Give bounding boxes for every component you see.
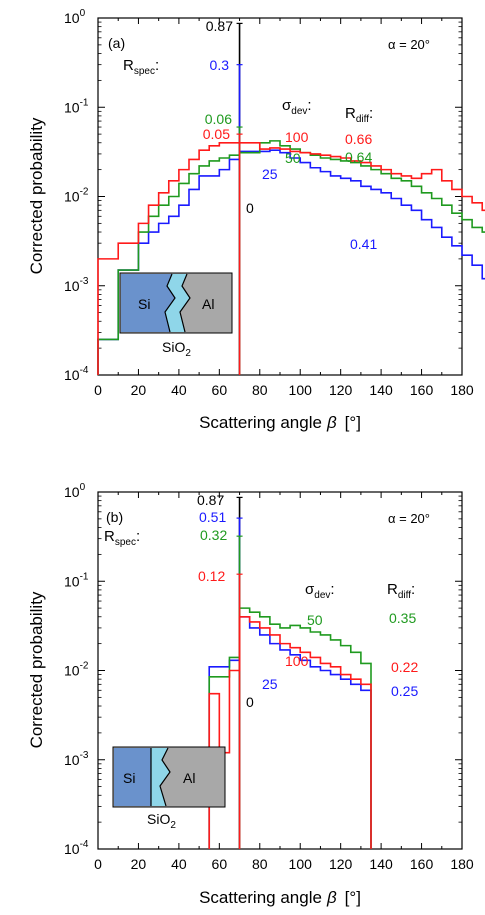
panel-a-sigma-50: 50 [285, 150, 301, 166]
panel-a-x-tick-label: 0 [94, 382, 102, 398]
panel-a-y-tick-label: 100 [64, 8, 86, 26]
panel-b-y-tick-label: 10-3 [64, 750, 89, 768]
inset-si-region [114, 748, 151, 806]
panel-a-y-tick-label: 10-2 [64, 187, 89, 205]
panel-b-rdiff-label: Rdiff: [387, 581, 415, 601]
inset-si-label: Si [123, 770, 135, 786]
panel-b-rspec-0: 0.87 [197, 492, 224, 508]
panel-b-inset: Si Al SiO2 [112, 746, 226, 831]
panel-b-y-tick-label: 10-1 [64, 571, 89, 589]
panel-a-sigma-100: 100 [285, 129, 309, 145]
panel-b-series-25-line [208, 615, 372, 849]
panel-a-x-tick-label: 40 [171, 382, 187, 398]
panel-a-axes: 0 20 40 60 80 100 120 140 160 180 10-4 10-3 10-2 10-1… [64, 8, 474, 398]
inset-interface-lines [150, 747, 171, 807]
panel-a-x-tick-label: 120 [329, 382, 353, 398]
panel-b-sigma-25: 25 [262, 676, 278, 692]
panel-a-sigma-0: 0 [246, 200, 254, 216]
inset-frame [119, 272, 233, 334]
panel-a-rspec-100: 0.05 [203, 126, 230, 142]
panel-b-rspec-50: 0.32 [200, 527, 227, 543]
inset-sio2-layer [151, 748, 170, 806]
panel-a-rdiff-25: 0.41 [350, 236, 377, 252]
inset-al-label: Al [202, 296, 214, 312]
panel-b-x-tick-label: 60 [212, 856, 228, 872]
panel-a-x-tick-label: 60 [212, 382, 228, 398]
panel-a-series-100-line [97, 141, 485, 375]
panel-a-y-axis-title: Corrected probability [27, 117, 46, 274]
panel-b-sigma-label: σdev: [305, 581, 335, 601]
panel-b-y-tick-label: 10-4 [64, 839, 89, 857]
panel-b-x-tick-label: 120 [329, 856, 353, 872]
panel-a-rdiff-label: Rdiff: [345, 105, 373, 125]
panel-b-label: (b) [106, 509, 123, 525]
panel-a-rspec-50: 0.06 [205, 111, 232, 127]
panel-a-x-tick-label: 100 [289, 382, 313, 398]
panel-b-y-tick-label: 10-2 [64, 661, 89, 679]
inset-frame [112, 746, 226, 808]
inset-sio2-label: SiO2 [162, 339, 191, 359]
panel-a-inset: Si Al SiO2 [119, 272, 233, 359]
panel-a-x-tick-label: 140 [369, 382, 393, 398]
panel-a-y-tick-label: 10-3 [64, 276, 89, 294]
panel-b-x-tick-label: 80 [252, 856, 268, 872]
panel-b-x-tick-label: 40 [171, 856, 187, 872]
inset-sio2-layer [165, 274, 190, 332]
panel-b-sigma-0: 0 [246, 694, 254, 710]
panel-b-x-tick-label: 140 [369, 856, 393, 872]
panel-a-y-tick-label: 10-4 [64, 365, 89, 383]
panel-a-x-tick-label: 160 [410, 382, 434, 398]
panel-b: 0 20 40 60 80 100 120 140 160 180 10-4 10-3 10-2 10-1… [27, 482, 474, 907]
panel-b-rdiff-25: 0.25 [391, 683, 418, 699]
panel-a-x-tick-label: 180 [450, 382, 474, 398]
inset-al-label: Al [183, 770, 195, 786]
panel-a-x-axis-title: Scattering angle β [°] [199, 413, 361, 432]
panel-a-rspec-0: 0.87 [206, 18, 233, 34]
panel-a-series-50-line [97, 140, 485, 375]
panel-b-rspec-25: 0.51 [199, 509, 226, 525]
panel-a: 0 20 40 60 80 100 120 140 160 180 10-4 10-3 10-2 10-1… [27, 8, 485, 432]
panel-b-series-100-line [208, 615, 372, 849]
panel-b-x-tick-label: 100 [289, 856, 313, 872]
panel-a-label: (a) [108, 35, 125, 51]
panel-b-sigma-50: 50 [307, 612, 323, 628]
panel-b-sigma-100: 100 [285, 653, 309, 669]
panel-a-x-tick-label: 20 [131, 382, 147, 398]
panel-b-alpha-label: α = 20° [388, 511, 430, 526]
panel-a-rdiff-50: 0.64 [345, 149, 372, 165]
panel-b-axes: 0 20 40 60 80 100 120 140 160 180 10-4 10-3 10-2 10-1… [64, 482, 474, 872]
inset-si-label: Si [138, 296, 150, 312]
panel-a-rspec-label: Rspec: [123, 57, 159, 77]
inset-interface-lines [164, 273, 191, 333]
panel-b-x-axis-title: Scattering angle β [°] [199, 888, 361, 907]
panel-a-alpha-label: α = 20° [388, 37, 430, 52]
panel-b-rspec-100: 0.12 [198, 568, 225, 584]
panel-a-x-tick-label: 80 [252, 382, 268, 398]
panel-a-series-25-line [97, 149, 485, 375]
panel-b-series [208, 496, 372, 849]
panel-a-series [97, 22, 485, 375]
panel-a-sigma-label: σdev: [282, 97, 312, 117]
panel-b-x-tick-label: 20 [131, 856, 147, 872]
inset-sio2-label: SiO2 [147, 811, 176, 831]
panel-a-rspec-25: 0.3 [210, 57, 230, 73]
panel-b-y-axis-title: Corrected probability [27, 591, 46, 748]
panel-b-rdiff-50: 0.35 [389, 610, 416, 626]
panel-b-x-tick-label: 0 [94, 856, 102, 872]
panel-b-rdiff-100: 0.22 [391, 659, 418, 675]
panel-b-y-tick-label: 100 [64, 482, 86, 500]
panel-b-x-tick-label: 180 [450, 856, 474, 872]
inset-si-region [121, 274, 175, 332]
panel-a-rdiff-100: 0.66 [345, 131, 372, 147]
panel-a-sigma-25: 25 [262, 166, 278, 182]
panel-b-rspec-label: Rspec: [104, 528, 140, 548]
panel-a-y-tick-label: 10-1 [64, 97, 89, 115]
panel-b-x-tick-label: 160 [410, 856, 434, 872]
